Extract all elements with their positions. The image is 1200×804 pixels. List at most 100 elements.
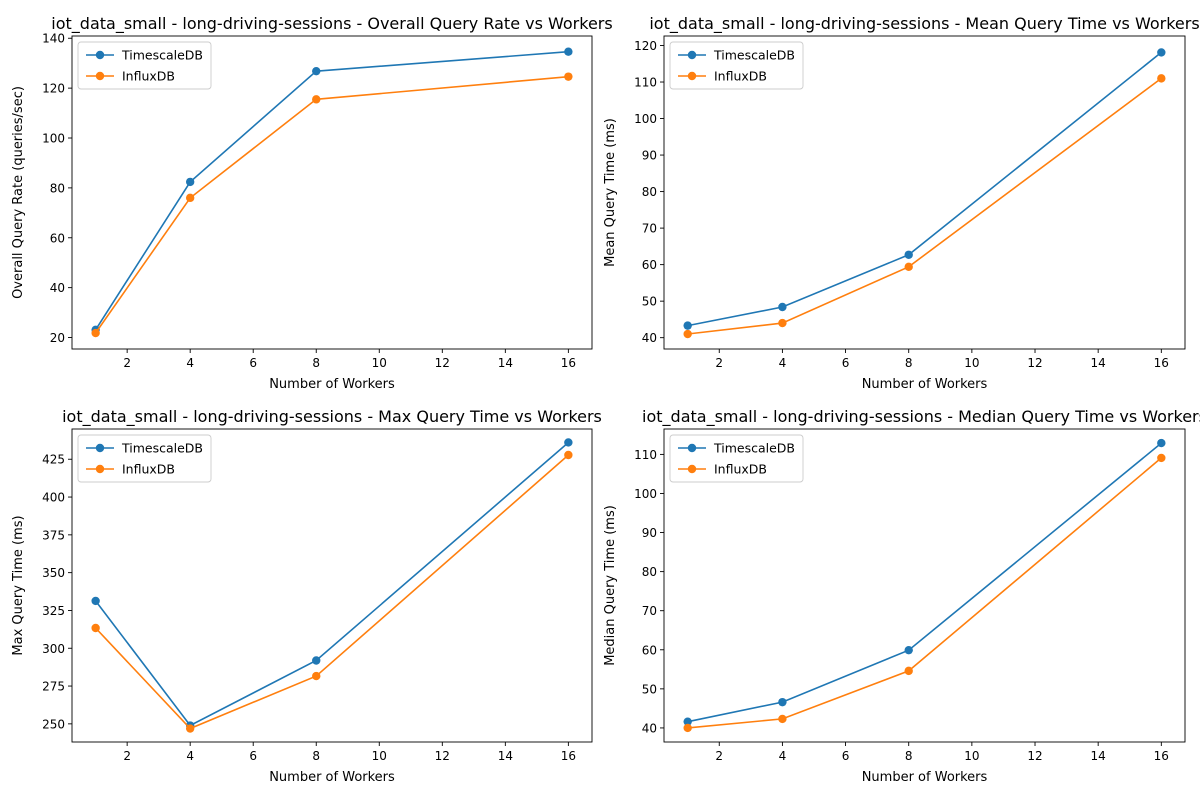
x-tick-label: 8 xyxy=(312,356,320,370)
y-tick-label: 80 xyxy=(642,185,657,199)
series-line-influxdb xyxy=(95,454,569,730)
x-tick-label: 16 xyxy=(561,749,576,763)
data-point-influxdb xyxy=(91,328,100,338)
legend-marker xyxy=(687,443,697,453)
data-point-influxdb xyxy=(91,623,100,633)
series-line-influxdb xyxy=(687,77,1162,335)
x-tick-label: 16 xyxy=(1154,356,1169,370)
x-tick-label: 10 xyxy=(372,749,387,763)
legend-label: TimescaleDB xyxy=(713,441,795,456)
y-tick-label: 100 xyxy=(634,487,657,501)
y-axis-label: Overall Query Rate (queries/sec) xyxy=(11,86,26,299)
y-tick-label: 350 xyxy=(42,566,65,580)
legend-marker xyxy=(95,50,105,60)
data-point-influxdb xyxy=(1157,453,1166,463)
x-tick-label: 8 xyxy=(312,749,320,763)
legend-label: InfluxDB xyxy=(122,462,175,477)
plot-frame xyxy=(71,428,593,743)
x-tick-label: 2 xyxy=(123,749,131,763)
plot-frame xyxy=(663,428,1186,743)
data-point-influxdb xyxy=(564,72,573,81)
x-axis-label: Number of Workers xyxy=(269,377,395,392)
chart-title: iot_data_small - long-driving-sessions -… xyxy=(642,407,1200,427)
x-tick-label: 12 xyxy=(1027,356,1042,370)
x-tick-label: 4 xyxy=(186,356,194,370)
x-axis-label: Number of Workers xyxy=(269,770,395,785)
plot-frame xyxy=(71,35,593,350)
series-group xyxy=(91,47,573,338)
y-tick-label: 275 xyxy=(42,680,65,694)
x-tick-label: 16 xyxy=(561,356,576,370)
chart-title: iot_data_small - long-driving-sessions -… xyxy=(51,14,612,34)
y-tick-label: 40 xyxy=(50,281,65,295)
x-tick-label: 2 xyxy=(123,356,131,370)
data-point-influxdb xyxy=(312,671,321,681)
data-point-timescaledb xyxy=(564,438,573,447)
data-point-timescaledb xyxy=(778,697,787,707)
data-point-influxdb xyxy=(683,329,692,339)
data-point-influxdb xyxy=(312,95,321,104)
data-point-influxdb xyxy=(564,450,573,460)
x-tick-label: 8 xyxy=(905,356,913,370)
y-axis-label: Max Query Time (ms) xyxy=(11,515,26,655)
data-point-influxdb xyxy=(185,193,195,203)
legend-marker xyxy=(687,464,697,474)
legend-label: InfluxDB xyxy=(714,69,767,84)
y-tick-label: 80 xyxy=(642,565,657,579)
legend-label: TimescaleDB xyxy=(121,48,203,63)
chart-panel-4: iot_data_small - long-driving-sessions -… xyxy=(603,407,1200,785)
data-point-influxdb xyxy=(185,724,195,733)
y-tick-label: 60 xyxy=(642,258,657,272)
data-point-influxdb xyxy=(778,714,787,724)
y-tick-label: 50 xyxy=(642,295,657,309)
y-tick-label: 20 xyxy=(50,331,65,345)
data-point-timescaledb xyxy=(564,47,573,56)
y-tick-label: 100 xyxy=(634,112,657,126)
data-point-timescaledb xyxy=(312,66,321,76)
data-point-timescaledb xyxy=(683,717,692,726)
y-tick-label: 375 xyxy=(42,528,65,542)
series-line-timescaledb xyxy=(687,51,1162,327)
series-group xyxy=(683,438,1166,733)
x-tick-label: 10 xyxy=(964,749,979,763)
y-tick-label: 50 xyxy=(642,682,657,696)
y-tick-label: 60 xyxy=(50,231,65,245)
y-axis-label: Mean Query Time (ms) xyxy=(603,118,618,267)
x-tick-label: 4 xyxy=(779,749,787,763)
data-point-influxdb xyxy=(778,318,787,328)
legend-marker xyxy=(687,50,697,60)
x-tick-label: 14 xyxy=(498,356,513,370)
x-tick-label: 12 xyxy=(1027,749,1042,763)
x-tick-label: 6 xyxy=(249,356,257,370)
data-point-timescaledb xyxy=(904,250,913,259)
data-point-timescaledb xyxy=(778,302,787,312)
x-tick-label: 4 xyxy=(186,749,194,763)
y-tick-label: 120 xyxy=(42,82,65,96)
series-line-timescaledb xyxy=(94,441,569,727)
data-point-timescaledb xyxy=(91,596,100,606)
y-tick-label: 40 xyxy=(642,331,657,345)
x-tick-label: 10 xyxy=(964,356,979,370)
chart-panel-3: iot_data_small - long-driving-sessions -… xyxy=(11,407,602,785)
y-tick-label: 100 xyxy=(42,132,65,146)
plot-frame xyxy=(663,35,1186,350)
legend-box xyxy=(77,434,212,483)
series-line-timescaledb xyxy=(94,50,569,331)
legend-box xyxy=(669,41,804,90)
x-tick-label: 6 xyxy=(842,749,850,763)
y-tick-label: 250 xyxy=(42,717,65,731)
y-tick-label: 140 xyxy=(42,32,65,46)
data-point-timescaledb xyxy=(904,645,913,655)
legend-label: InfluxDB xyxy=(122,69,175,84)
data-point-influxdb xyxy=(1157,74,1166,83)
legend-label: TimescaleDB xyxy=(713,48,795,63)
y-tick-label: 120 xyxy=(634,39,657,53)
x-tick-label: 10 xyxy=(372,356,387,370)
data-point-influxdb xyxy=(904,666,913,676)
y-tick-label: 110 xyxy=(634,448,657,462)
y-tick-label: 425 xyxy=(42,453,65,467)
x-tick-label: 12 xyxy=(435,749,450,763)
series-line-influxdb xyxy=(94,75,569,334)
series-group xyxy=(91,438,573,733)
y-tick-label: 60 xyxy=(642,643,657,657)
